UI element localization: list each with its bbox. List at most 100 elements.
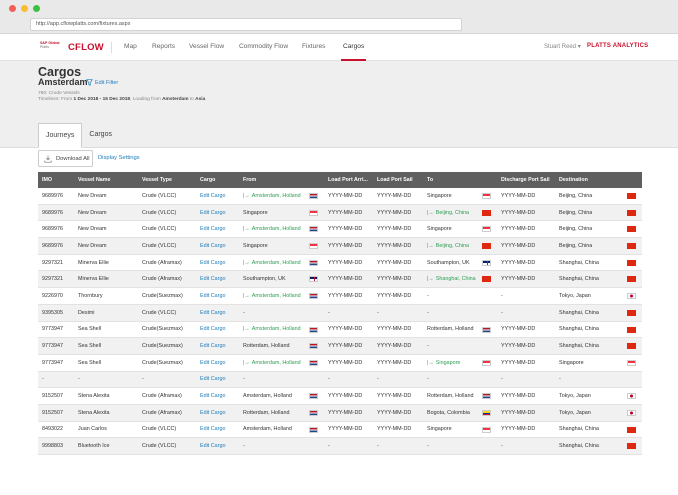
edit-cargo-link[interactable]: Edit Cargo — [196, 221, 239, 237]
edit-cargo-link[interactable]: Edit Cargo — [196, 438, 239, 454]
table-row[interactable]: 9152507 Stena Alexita Crude (Aframax) Edit … — [38, 388, 642, 405]
discharge-port-sail-cell: YYYY-MM-DD — [497, 338, 555, 354]
browser-chrome: http://app.cflowplatts.com/fixtures.aspx — [0, 0, 678, 34]
close-window-button[interactable] — [9, 5, 16, 12]
from-cell-text: |→ Amsterdam, Holland — [243, 326, 301, 332]
from-cell-text: |→ Amsterdam, Holland — [243, 360, 301, 366]
china-flag-icon — [627, 243, 636, 250]
col-header-destination[interactable]: Destination — [559, 177, 588, 183]
minimize-window-button[interactable] — [21, 5, 28, 12]
edit-cargo-link[interactable]: Edit Cargo — [196, 238, 239, 254]
maximize-window-button[interactable] — [33, 5, 40, 12]
edit-cargo-link[interactable]: Edit Cargo — [196, 288, 239, 304]
col-header-load-port-arrival[interactable]: Load Port Arri... — [328, 177, 368, 183]
vessel-name-cell-text: - — [78, 376, 80, 383]
edit-cargo-link[interactable]: Edit Cargo — [196, 405, 239, 421]
edit-cargo-link[interactable]: Edit Cargo — [196, 271, 239, 287]
edit-filter-link[interactable]: Edit Filter — [86, 79, 118, 86]
col-header-imo[interactable]: IMO — [42, 177, 53, 183]
download-all-button[interactable]: Download All — [38, 150, 93, 167]
route-arrow-icon: |→ — [243, 192, 250, 199]
edit-cargo-link[interactable]: Edit Cargo — [196, 338, 239, 354]
to-cell-label: - — [427, 443, 429, 450]
destination-cell-text: Shanghai, China — [559, 260, 599, 266]
to-cell-label: - — [427, 292, 429, 299]
address-bar[interactable]: http://app.cflowplatts.com/fixtures.aspx — [30, 18, 462, 31]
table-row[interactable]: 9998803 Bluetooth Ice Crude (VLCC) Edit Car… — [38, 438, 642, 455]
table-row[interactable]: 9395305 Desimi Crude (VLCC) Edit Cargo - - - - -… — [38, 304, 642, 322]
nav-item-map[interactable]: Map — [124, 43, 137, 50]
imo-cell-text: 9773947 — [42, 359, 63, 366]
tab-journeys[interactable]: Journeys — [38, 123, 83, 148]
vessel-type-cell-text: Crude (VLCC) — [142, 309, 177, 316]
table-row[interactable]: 9773947 Sea Shell Crude(Suezmax) Edit Cargo… — [38, 322, 642, 339]
to-cell: Singapore — [423, 422, 497, 438]
nav-item-commodity-flow[interactable]: Commodity Flow — [239, 43, 289, 50]
discharge-port-sail-cell: YYYY-MM-DD — [497, 388, 555, 404]
discharge-port-sail-cell: YYYY-MM-DD — [497, 405, 555, 421]
edit-cargo-link[interactable]: Edit Cargo — [196, 355, 239, 371]
table-row[interactable]: 9297321 Minerva Ellie Crude (Aframax) Edit … — [38, 255, 642, 272]
china-flag-icon — [627, 326, 636, 333]
table-row[interactable]: 9689976 New Dream Crude (VLCC) Edit Cargo |→… — [38, 188, 642, 205]
netherlands-flag-icon — [482, 326, 491, 333]
destination-cell-text: Shanghai, China — [559, 426, 599, 432]
vessel-name-cell: Sea Shell — [74, 338, 138, 354]
table-row[interactable]: 9773947 Sea Shell Crude(Suezmax) Edit Cargo… — [38, 355, 642, 372]
destination-cell: Singapore — [555, 355, 642, 371]
from-cell: - — [239, 305, 324, 321]
table-row[interactable]: 9773947 Sea Shell Crude(Suezmax) Edit Cargo… — [38, 338, 642, 355]
edit-cargo-link[interactable]: Edit Cargo — [196, 322, 239, 338]
col-header-from[interactable]: From — [243, 177, 257, 183]
table-row[interactable]: 9689976 New Dream Crude (VLCC) Edit Cargo |→… — [38, 221, 642, 239]
user-menu[interactable]: Stuart Reed ▾ — [544, 43, 581, 50]
edit-cargo-link[interactable]: Edit Cargo — [196, 188, 239, 204]
destination-cell: Beijing, China — [555, 188, 642, 204]
col-header-vessel-type[interactable]: Vessel Type — [142, 177, 172, 183]
table-row[interactable]: 9689976 New Dream Crude (VLCC) Edit Cargo Si… — [38, 238, 642, 255]
vessel-name-cell-text: Bluetooth Ice — [78, 443, 110, 450]
cflow-logo[interactable]: CFLOW — [68, 42, 104, 53]
table-row[interactable]: 9152507 Stena Alexita Crude (Aframax) Edit … — [38, 404, 642, 422]
col-header-discharge-port-sail[interactable]: Discharge Port Sail — [501, 177, 550, 183]
edit-cargo-link[interactable]: Edit Cargo — [196, 422, 239, 438]
load-port-sail-cell-text: YYYY-MM-DD — [377, 242, 412, 249]
vessel-type-cell-text: Crude (VLCC) — [142, 242, 177, 249]
vessel-type-cell: Crude (Aframax) — [138, 255, 196, 271]
nav-item-vessel-flow[interactable]: Vessel Flow — [189, 43, 225, 50]
col-header-to[interactable]: To — [427, 177, 434, 183]
table-row[interactable]: 9226970 Thornbury Crude(Suezmax) Edit Cargo… — [38, 288, 642, 305]
edit-cargo-link[interactable]: Edit Cargo — [196, 388, 239, 404]
from-cell-label: Amsterdam, Holland — [251, 359, 301, 366]
nav-item-fixtures[interactable]: Fixtures — [302, 43, 326, 50]
china-flag-icon — [627, 193, 636, 199]
col-header-vessel-name[interactable]: Vessel Name — [78, 177, 111, 183]
to-cell-label: Beijing, China — [435, 209, 470, 216]
table-row[interactable]: 9689976 New Dream Crude (VLCC) Edit Cargo Si… — [38, 204, 642, 222]
load-port-sail-cell-text: YYYY-MM-DD — [377, 259, 412, 266]
vessel-type-cell-text: Crude (Aframax) — [142, 409, 182, 416]
load-port-arrival-cell-text: YYYY-MM-DD — [328, 259, 363, 266]
display-settings-link[interactable]: Display Settings — [98, 155, 140, 161]
edit-cargo-link[interactable]: Edit Cargo — [196, 305, 239, 321]
tab-cargos[interactable]: Cargos — [89, 131, 112, 138]
vessel-name-cell: New Dream — [74, 205, 138, 221]
destination-cell: Shanghai, China — [555, 422, 642, 438]
vessel-type-cell: Crude (VLCC) — [138, 221, 196, 237]
col-header-load-port-sail[interactable]: Load Port Sail — [377, 177, 413, 183]
table-row[interactable]: - - - Edit Cargo - - - - - - — [38, 371, 642, 389]
from-cell-label: - — [243, 309, 245, 316]
edit-cargo-link[interactable]: Edit Cargo — [196, 255, 239, 271]
nav-item-reports[interactable]: Reports — [152, 43, 176, 50]
from-cell-text: - — [243, 443, 245, 449]
discharge-port-sail-cell-text: YYYY-MM-DD — [501, 226, 536, 233]
edit-cargo-link[interactable]: Edit Cargo — [196, 205, 239, 221]
col-header-cargo[interactable]: Cargo — [200, 177, 216, 183]
edit-cargo-link-text: Edit Cargo — [200, 343, 226, 350]
table-row[interactable]: 8493022 Juan Carlos Crude (VLCC) Edit Cargo… — [38, 422, 642, 439]
table-row[interactable]: 9297321 Minerva Ellie Crude (Aframax) Edit … — [38, 271, 642, 289]
from-cell: Amsterdam, Holland — [239, 388, 324, 404]
nav-item-cargos[interactable]: Cargos — [340, 43, 367, 61]
destination-cell-text: Shanghai, China — [559, 443, 599, 449]
edit-cargo-link[interactable]: Edit Cargo — [196, 372, 239, 388]
